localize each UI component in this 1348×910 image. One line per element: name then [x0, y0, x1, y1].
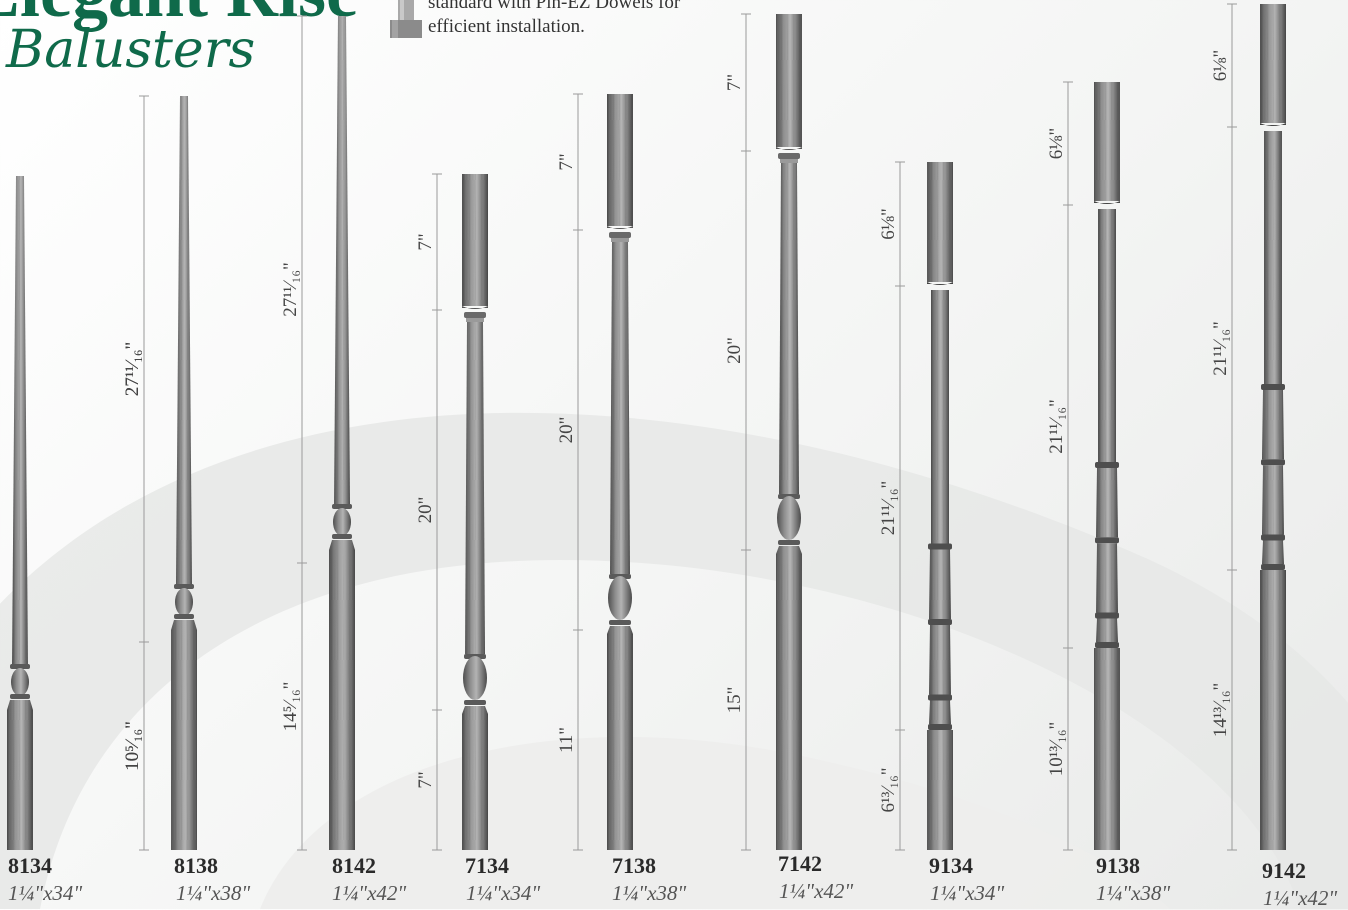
dimension-label: 20": [415, 497, 436, 524]
baluster-ring: [1095, 612, 1119, 619]
baluster-bead: [11, 668, 29, 696]
baluster-ring: [928, 694, 952, 701]
baluster-ring: [928, 724, 952, 730]
baluster-collar: [10, 664, 30, 669]
dimension-label: 14¹³⁄₁₆": [1210, 683, 1231, 738]
baluster-size: 1¼"x38": [1096, 881, 1171, 905]
dimension-label: 7": [724, 74, 745, 91]
baluster-9138: [1094, 82, 1120, 850]
baluster-ring: [928, 543, 952, 550]
dimension-label: 7": [415, 233, 436, 250]
baluster-size: 1¼"x38": [176, 881, 251, 905]
baluster-collar: [778, 540, 800, 545]
baluster-collar: [609, 232, 631, 238]
dimension-label: 10⁵⁄₁₆": [122, 721, 143, 771]
baluster-8142: [329, 16, 355, 850]
dimension-label: 6⅛": [1046, 128, 1067, 160]
model-number: 7138: [612, 853, 656, 878]
dimension-label: 15": [724, 687, 745, 714]
baluster-7142: [776, 14, 802, 850]
dimension-label: 10⁵⁄₁₆": [122, 721, 143, 771]
dimension-line-8138: 27¹¹⁄₁₆" 10⁵⁄₁₆": [122, 95, 149, 851]
baluster-collar: [464, 312, 486, 318]
dimension-label: 27¹¹⁄₁₆": [122, 342, 143, 397]
baluster-collar: [10, 694, 30, 699]
catalog-title: Elegant Rise: [0, 0, 358, 28]
baluster-ring: [1261, 459, 1285, 466]
model-number: 8142: [332, 853, 376, 878]
baluster-collar: [464, 700, 486, 705]
model-number: 7134: [465, 853, 509, 878]
baluster-collar: [332, 534, 352, 539]
dimension-label: 7": [556, 153, 577, 170]
baluster-ring: [1095, 642, 1119, 648]
dimension-label: 6⅛": [1210, 50, 1231, 82]
baluster-7134: [462, 174, 488, 850]
baluster-collar: [332, 504, 352, 509]
baluster-ring: [1261, 534, 1285, 541]
model-number: 8134: [8, 853, 52, 878]
dimension-label: 6⅛": [878, 208, 899, 240]
dimension-label: 20": [556, 417, 577, 444]
dimension-label: 21¹¹⁄₁₆": [878, 481, 899, 536]
dimension-label: 6¹³⁄₁₆": [878, 767, 899, 812]
baluster-size: 1¼"x42": [332, 881, 407, 905]
baluster-ring: [1261, 564, 1285, 570]
baluster-size: 1¼"x42": [1263, 886, 1338, 910]
dimension-label: 21¹¹⁄₁₆": [1046, 399, 1067, 454]
baluster-size: 1¼"x34": [930, 881, 1005, 905]
baluster-ring: [1261, 383, 1285, 390]
dimension-line-7142: 7" 20" 15": [724, 13, 751, 851]
dimension-label: 27¹¹⁄₁₆": [122, 342, 143, 397]
baluster-shapes: [7, 4, 1286, 850]
intro-line-1: standard with Pin-EZ Dowels for: [428, 0, 681, 13]
dimension-label: 10¹³⁄₁₆": [1046, 722, 1067, 777]
baluster-8138: [171, 96, 197, 850]
catalog-subtitle: Balusters: [6, 20, 256, 80]
dimension-line-7134: 7" 20" 7": [415, 173, 442, 851]
baluster-collar: [174, 584, 194, 589]
baluster-8134: [7, 176, 33, 850]
dimension-line-9142: 6⅛" 21¹¹⁄₁₆" 14¹³⁄₁₆": [1210, 3, 1237, 851]
dimension-line-7138: 7" 20" 11": [556, 93, 583, 851]
dimension-lines: 27¹¹⁄₁₆"10⁵⁄₁₆"27¹¹⁄₁₆"10⁵⁄₁₆"27¹¹⁄₁₆"14…: [122, 3, 1237, 851]
dimension-label: 11": [556, 727, 577, 753]
baluster-collar: [174, 614, 194, 619]
dimension-line-9138: 6⅛" 21¹¹⁄₁₆" 10¹³⁄₁₆": [1046, 81, 1073, 851]
dimension-line-9134: 6⅛" 21¹¹⁄₁₆" 6¹³⁄₁₆": [878, 161, 905, 851]
baluster-top-detail-icon: [390, 0, 422, 38]
baluster-size: 1¼"x38": [612, 881, 687, 905]
baluster-vase: [463, 656, 487, 700]
model-number: 8138: [174, 853, 218, 878]
baluster-size: 1¼"x42": [779, 879, 854, 903]
dimension-line-8142: 27¹¹⁄₁₆" 14⁵⁄₁₆": [280, 15, 307, 851]
baluster-bead: [333, 508, 351, 536]
baluster-ring: [1095, 461, 1119, 468]
dimension-label: 20": [724, 337, 745, 364]
baluster-bead: [175, 588, 193, 616]
dimension-label: 27¹¹⁄₁₆": [280, 262, 301, 317]
model-number: 7142: [778, 851, 822, 876]
intro-line-2: efficient installation.: [428, 16, 585, 37]
model-number: 9134: [929, 853, 973, 878]
baluster-7138: [607, 94, 633, 850]
dimension-label: 21¹¹⁄₁₆": [1210, 321, 1231, 376]
baluster-vase: [608, 576, 632, 620]
baluster-ring: [928, 619, 952, 625]
intro-text: standard with Pin-EZ Dowels for efficien…: [428, 0, 788, 39]
model-number: 9138: [1096, 853, 1140, 878]
baluster-9134: [927, 162, 953, 850]
baluster-collar: [609, 620, 631, 625]
model-number: 9142: [1262, 858, 1306, 883]
baluster-size: 1¼"x34": [466, 881, 541, 905]
baluster-vase: [777, 496, 801, 540]
baluster-9142: [1260, 4, 1286, 850]
baluster-size: 1¼"x34": [8, 881, 83, 905]
baluster-ring: [1095, 537, 1119, 544]
dimension-label: 14⁵⁄₁₆": [280, 682, 301, 732]
dimension-label: 7": [415, 771, 436, 788]
baluster-collar: [778, 153, 800, 159]
